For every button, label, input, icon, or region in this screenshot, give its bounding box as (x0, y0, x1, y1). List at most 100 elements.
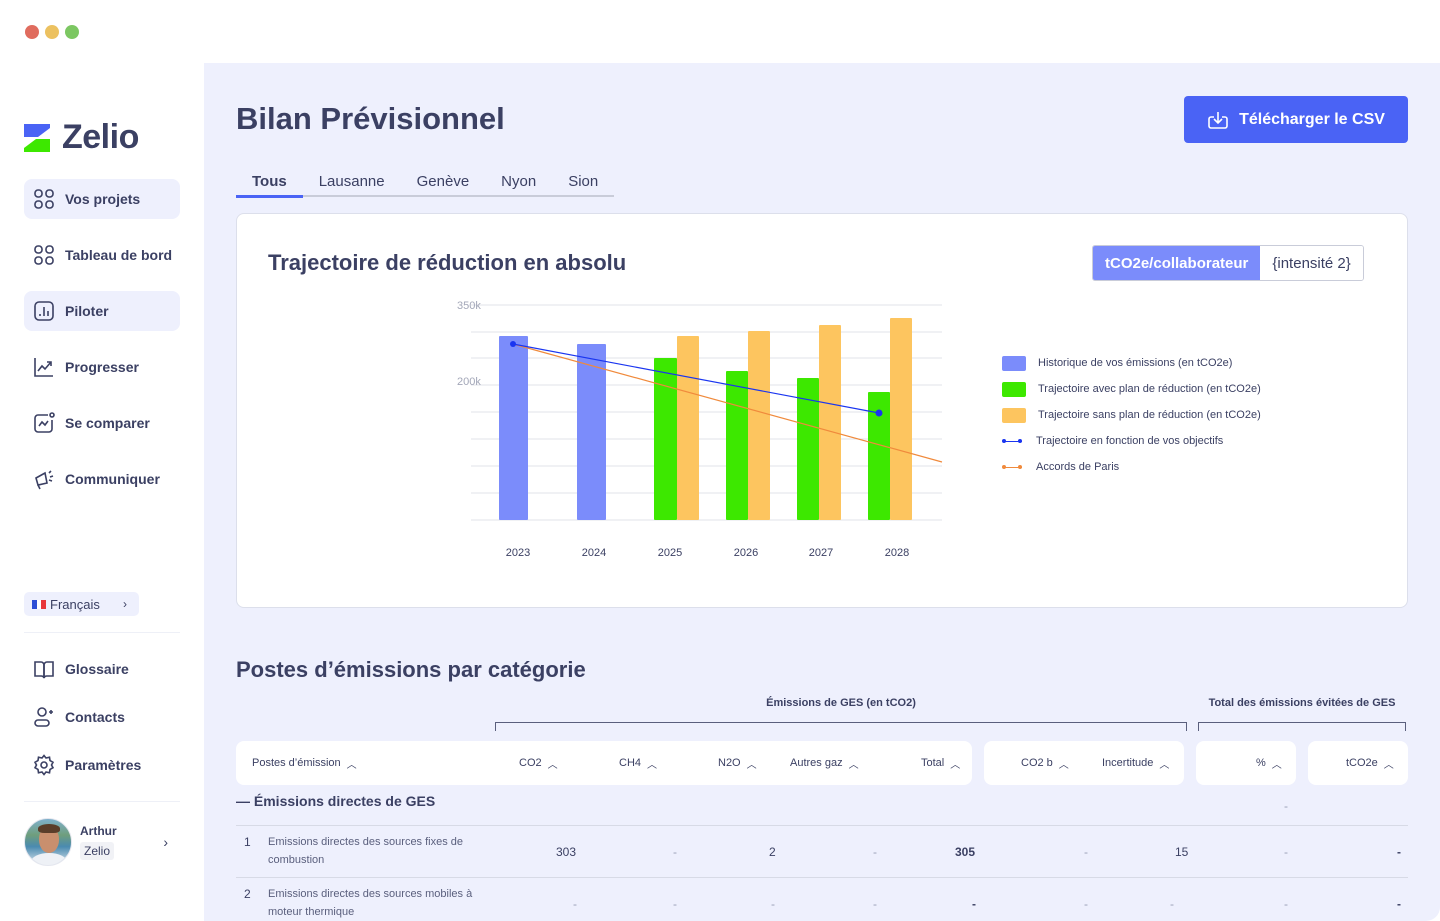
fr-flag-icon (32, 599, 47, 609)
legend-label: Historique de vos émissions (en tCO2e) (1038, 357, 1233, 369)
tab-tous[interactable]: Tous (236, 167, 303, 198)
column-header-total[interactable]: Total ︿ (921, 757, 961, 771)
column-header-pct[interactable]: % ︿ (1256, 757, 1282, 771)
window-controls (25, 25, 79, 39)
sidebar-item-progresser[interactable]: Progresser (24, 347, 180, 387)
sort-asc-icon: ︿ (647, 759, 658, 771)
legend-item-historique[interactable]: Historique de vos émissions (en tCO2e) (1002, 350, 1261, 376)
unit-toggle: tCO2e/collaborateur {intensité 2} (1092, 245, 1364, 281)
chart-title: Trajectoire de réduction en absolu (268, 250, 627, 275)
sidebar-item-se-comparer[interactable]: Se comparer (24, 403, 180, 443)
sidebar-item-glossaire[interactable]: Glossaire (24, 649, 180, 689)
legend-line-marker (1002, 434, 1024, 449)
main-content: Bilan Prévisionnel Télécharger le CSV To… (204, 63, 1440, 921)
legend-item-sans-plan[interactable]: Trajectoire sans plan de réduction (en t… (1002, 402, 1261, 428)
group-bracket (495, 722, 1187, 731)
logo-text: Zelio (62, 118, 139, 156)
legend-item-objectifs[interactable]: Trajectoire en fonction de vos objectifs (1002, 428, 1261, 454)
objectives-line (512, 343, 880, 414)
grid-icon (34, 245, 54, 265)
sort-asc-icon: ︿ (1159, 759, 1170, 771)
table-header-pct: % ︿ (1196, 741, 1296, 785)
table-header-main: Postes d’émission ︿ CO2 ︿ CH4 ︿ N2O ︿ Autres… (236, 741, 972, 785)
sidebar-item-label: Vos projets (65, 191, 141, 207)
column-header-incertitude[interactable]: Incertitude ︿ (1102, 757, 1170, 771)
sidebar-divider (24, 801, 180, 802)
sort-asc-icon: ︿ (848, 759, 859, 771)
chart-card: Trajectoire de réduction en absolu tCO2e… (236, 213, 1408, 608)
sort-asc-icon: ︿ (547, 759, 558, 771)
x-axis-labels: 2023 2024 2025 2026 2027 2028 (506, 547, 909, 559)
tab-lausanne[interactable]: Lausanne (318, 172, 385, 190)
legend-swatch (1002, 407, 1026, 423)
trajectory-chart: 350k 200k (457, 300, 943, 559)
language-selector[interactable]: Français › (24, 592, 139, 616)
legend-item-paris[interactable]: Accords de Paris (1002, 454, 1261, 480)
gridlines (471, 304, 942, 521)
download-icon (1208, 111, 1228, 129)
sidebar-item-label: Contacts (65, 709, 125, 725)
compare-chart-icon (34, 412, 55, 433)
group-label-emissions: Émissions de GES (en tCO2) (766, 697, 916, 709)
sidebar-item-tableau-de-bord[interactable]: Tableau de bord (24, 235, 180, 275)
toggle-tco2e-collaborateur[interactable]: tCO2e/collaborateur (1093, 246, 1261, 280)
y-axis-labels: 350k 200k (457, 300, 481, 388)
chevron-right-icon: › (163, 834, 168, 850)
logo[interactable]: Zelio (24, 118, 139, 157)
legend-swatch (1002, 381, 1026, 397)
user-profile[interactable]: Arthur Zelio › (24, 817, 180, 867)
category-toggle-directes[interactable]: — Émissions directes de GES (236, 793, 436, 809)
sidebar-item-label: Glossaire (65, 661, 129, 677)
sidebar: Zelio Vos projets Tableau de bord Pilote… (0, 63, 204, 921)
sidebar-item-parametres[interactable]: Paramètres (24, 745, 180, 785)
row-label: Emissions directes des sources mobiles à… (268, 888, 473, 918)
historical-bars (499, 336, 606, 520)
user-name: Arthur (80, 824, 117, 838)
user-organization: Zelio (80, 842, 115, 860)
column-header-tco2e[interactable]: tCO2e ︿ (1346, 757, 1394, 771)
add-user-icon (34, 707, 53, 727)
sidebar-item-vos-projets[interactable]: Vos projets (24, 179, 180, 219)
column-header-autres-gaz[interactable]: Autres gaz ︿ (790, 757, 859, 771)
sidebar-item-contacts[interactable]: Contacts (24, 697, 180, 737)
tab-geneve[interactable]: Genève (416, 172, 470, 190)
maximize-window-button[interactable] (65, 25, 79, 39)
tab-sion[interactable]: Sion (568, 172, 599, 190)
toggle-intensite-2[interactable]: {intensité 2} (1260, 246, 1363, 280)
sidebar-item-piloter[interactable]: Piloter (24, 291, 180, 331)
site-tabs: Tous Lausanne Genève Nyon Sion (236, 167, 614, 198)
sidebar-item-communiquer[interactable]: Communiquer (24, 459, 180, 499)
download-csv-button[interactable]: Télécharger le CSV (1184, 96, 1408, 143)
paris-agreement-line (512, 343, 943, 463)
legend-item-avec-plan[interactable]: Trajectoire avec plan de réduction (en t… (1002, 376, 1261, 402)
close-window-button[interactable] (25, 25, 39, 39)
column-header-n2o[interactable]: N2O ︿ (718, 757, 757, 771)
legend-line-marker (1002, 460, 1024, 475)
sort-asc-icon: ︿ (1058, 759, 1069, 771)
main-nav: Vos projets Tableau de bord Piloter Prog… (24, 179, 180, 515)
minimize-window-button[interactable] (45, 25, 59, 39)
sort-asc-icon: ︿ (746, 759, 757, 771)
y-tick-200k: 200k (457, 376, 481, 388)
column-header-postes[interactable]: Postes d’émission ︿ (252, 757, 357, 771)
megaphone-icon (35, 470, 54, 490)
svg-text:2027: 2027 (809, 547, 833, 559)
svg-text:2025: 2025 (658, 547, 682, 559)
group-label-evitees: Total des émissions évitées de GES (1208, 697, 1396, 709)
tab-nyon[interactable]: Nyon (501, 172, 537, 190)
download-csv-label: Télécharger le CSV (1239, 110, 1385, 128)
language-label: Français (50, 596, 100, 612)
sort-asc-icon: ︿ (346, 759, 357, 771)
zelio-logo-icon (24, 123, 50, 152)
column-header-co2[interactable]: CO2 ︿ (519, 757, 558, 771)
sidebar-item-label: Tableau de bord (65, 247, 173, 263)
svg-text:2028: 2028 (885, 547, 909, 559)
grid-icon (34, 189, 54, 209)
column-header-ch4[interactable]: CH4 ︿ (619, 757, 658, 771)
group-bracket (1198, 722, 1406, 731)
column-header-co2b[interactable]: CO2 b ︿ (1021, 757, 1069, 771)
sort-asc-icon: ︿ (950, 759, 961, 771)
section-title: Postes d’émissions par catégorie (236, 657, 586, 682)
sidebar-divider (24, 632, 180, 633)
